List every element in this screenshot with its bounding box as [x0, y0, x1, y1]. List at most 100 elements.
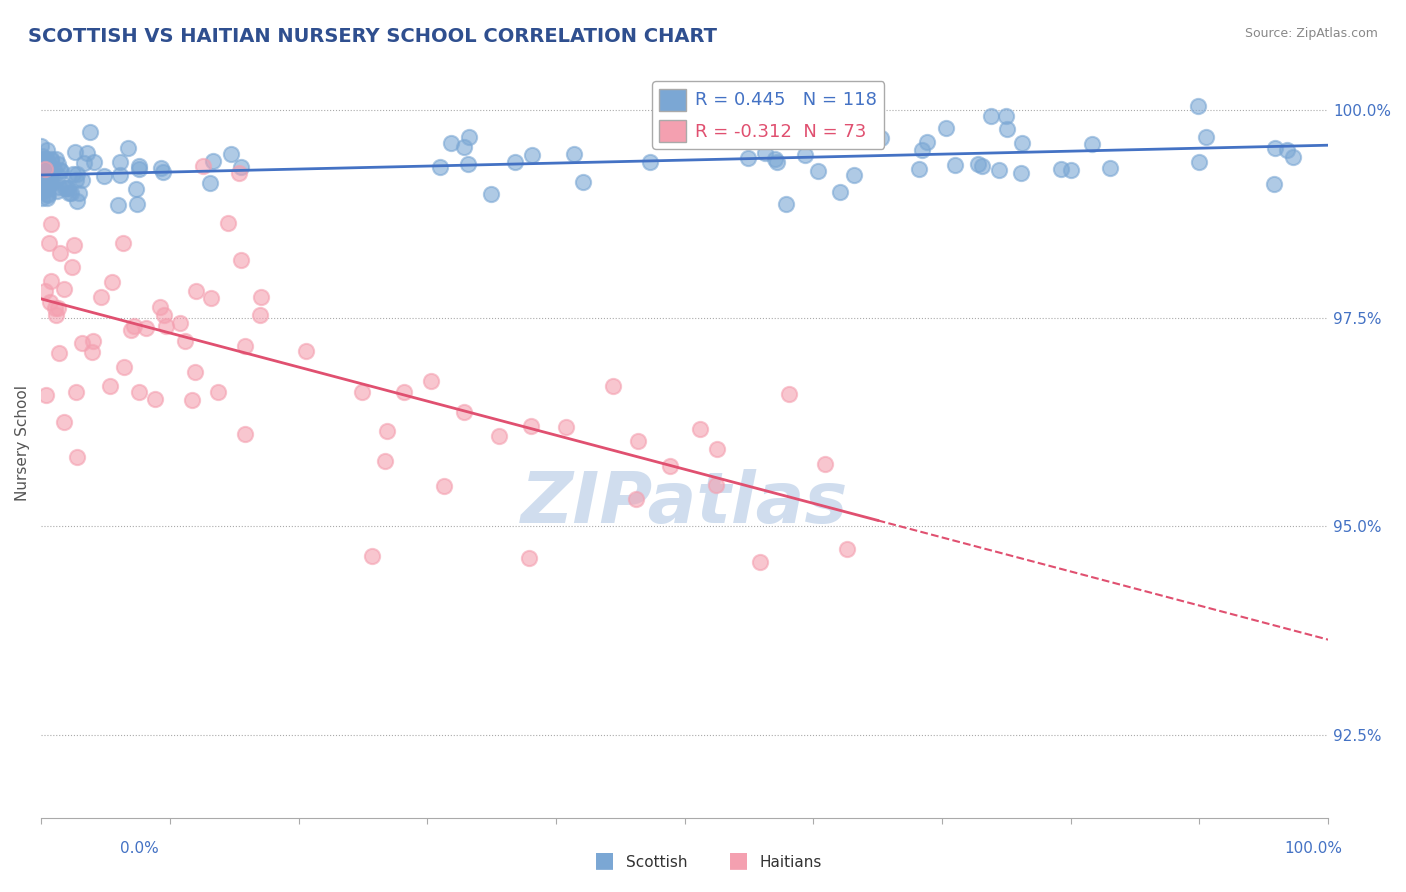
Point: [37, 181, 59, 195]
Point: [35, 172, 58, 186]
Point: [35, 154, 58, 169]
Point: [76, 145, 98, 160]
Point: [128, 159, 150, 173]
Point: [112, 236, 135, 251]
Legend: R = 0.445   N = 118, R = -0.312  N = 73: R = 0.445 N = 118, R = -0.312 N = 73: [652, 81, 884, 149]
Point: [152, 165, 174, 179]
Point: [1263, 177, 1285, 191]
Point: [457, 157, 479, 171]
Point: [440, 136, 463, 150]
Point: [737, 152, 759, 166]
Point: [35, 388, 58, 402]
Point: [49, 162, 72, 177]
Point: [70, 173, 93, 187]
Y-axis label: Nursery School: Nursery School: [15, 385, 30, 501]
Point: [995, 121, 1018, 136]
Point: [110, 169, 132, 183]
Point: [200, 291, 222, 305]
Point: [453, 404, 475, 418]
Point: [135, 321, 157, 335]
Point: [668, 123, 690, 137]
Point: [155, 319, 177, 334]
Point: [39, 153, 62, 167]
Point: [907, 161, 929, 176]
Point: [970, 159, 993, 173]
Point: [107, 198, 129, 212]
Point: [37, 156, 59, 170]
Point: [392, 384, 415, 399]
Point: [217, 216, 239, 230]
Point: [37, 188, 59, 202]
Point: [1264, 141, 1286, 155]
Point: [602, 379, 624, 393]
Point: [807, 164, 830, 178]
Point: [361, 549, 384, 564]
Text: ■: ■: [595, 850, 614, 870]
Point: [31, 169, 53, 184]
Point: [374, 454, 396, 468]
Point: [488, 429, 510, 443]
Point: [943, 159, 966, 173]
Point: [352, 384, 374, 399]
Point: [39, 176, 62, 190]
Point: [80, 344, 103, 359]
Point: [180, 393, 202, 408]
Point: [294, 344, 316, 359]
Point: [42, 163, 65, 178]
Point: [65, 384, 87, 399]
Point: [626, 491, 648, 506]
Point: [49, 246, 72, 260]
Point: [31, 183, 53, 197]
Point: [73, 155, 96, 169]
Point: [219, 146, 242, 161]
Point: [153, 308, 176, 322]
Point: [93, 169, 115, 183]
Point: [34, 162, 56, 177]
Point: [62, 167, 84, 181]
Point: [31, 191, 53, 205]
Point: [988, 163, 1011, 178]
Point: [38, 236, 60, 251]
Point: [837, 541, 859, 556]
Point: [229, 253, 252, 268]
Point: [794, 147, 817, 161]
Point: [31, 149, 53, 163]
Point: [994, 110, 1017, 124]
Point: [915, 135, 938, 149]
Point: [150, 161, 173, 175]
Point: [420, 374, 443, 388]
Point: [56, 181, 79, 195]
Point: [39, 152, 62, 166]
Point: [1011, 136, 1033, 151]
Point: [749, 555, 772, 569]
Text: ZIPatlas: ZIPatlas: [522, 468, 848, 538]
Point: [562, 147, 585, 161]
Point: [375, 425, 398, 439]
Point: [766, 155, 789, 169]
Point: [30, 155, 52, 169]
Point: [31, 176, 53, 190]
Point: [52, 282, 75, 296]
Point: [479, 186, 502, 201]
Point: [814, 457, 837, 471]
Point: [34, 284, 56, 298]
Point: [754, 146, 776, 161]
Point: [35, 190, 58, 204]
Point: [79, 125, 101, 139]
Point: [207, 385, 229, 400]
Point: [70, 335, 93, 350]
Point: [1195, 130, 1218, 145]
Point: [34, 161, 56, 176]
Text: ■: ■: [728, 850, 748, 870]
Text: Source: ZipAtlas.com: Source: ZipAtlas.com: [1244, 27, 1378, 40]
Point: [453, 140, 475, 154]
Point: [90, 290, 112, 304]
Point: [59, 186, 82, 201]
Point: [198, 176, 221, 190]
Point: [60, 260, 83, 274]
Text: Haitians: Haitians: [759, 855, 821, 870]
Point: [143, 392, 166, 406]
Point: [1081, 137, 1104, 152]
Point: [1282, 150, 1305, 164]
Point: [1098, 161, 1121, 176]
